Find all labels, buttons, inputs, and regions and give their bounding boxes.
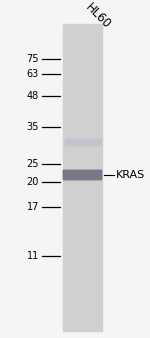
Text: 11: 11 [27,251,39,261]
Text: 20: 20 [27,177,39,187]
Text: 35: 35 [27,122,39,132]
Text: HL60: HL60 [82,1,113,31]
Text: 17: 17 [27,202,39,212]
Bar [63,24,102,331]
Text: 25: 25 [27,159,39,169]
Text: 48: 48 [27,91,39,101]
Text: KRAS: KRAS [116,170,145,180]
Text: 63: 63 [27,69,39,79]
Bar [64,139,100,145]
FancyBboxPatch shape [63,170,102,180]
Text: 75: 75 [27,54,39,64]
